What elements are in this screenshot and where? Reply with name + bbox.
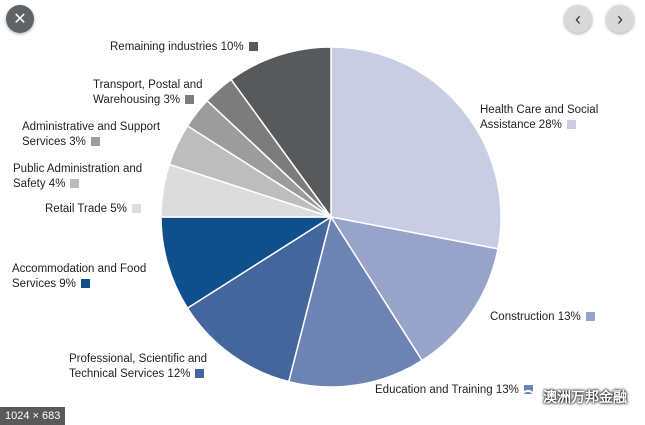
slice-label-5: Retail Trade 5% [45,202,141,217]
slice-label-line: Health Care and Social [480,104,599,116]
image-dimensions-label: 1024 × 683 [0,407,66,425]
legend-swatch [185,95,195,104]
close-button[interactable]: ✕ [6,5,34,33]
slice-label-line: Retail Trade 5% [45,203,127,215]
slice-label-line: Education and Training 13% [375,384,519,396]
legend-swatch [248,42,258,51]
legend-swatch [90,137,100,146]
slice-label-4: Accommodation and Food Services 9% [12,262,146,292]
slice-label-8: Transport, Postal and Warehousing 3% [93,78,203,108]
slice-label-line: Services 9% [12,278,76,290]
pie-slice-2 [287,215,424,388]
slice-label-7: Administrative and Support Services 3% [22,120,160,150]
slice-label-0: Health Care and Social Assistance 28% [480,103,598,133]
slice-label-line: Construction 13% [490,311,581,323]
slice-label-line: Safety 4% [13,178,66,190]
legend-swatch [195,369,205,378]
legend-swatch [585,312,595,321]
slice-label-line: Warehousing 3% [93,94,181,106]
pie-slice-9 [230,46,332,220]
slice-label-1: Construction 13% [490,310,595,325]
pie-slice-3 [186,215,333,383]
slice-label-line: Remaining industries 10% [110,41,244,53]
slice-label-line: Technical Services 12% [69,368,191,380]
next-image-button[interactable]: › [606,5,634,33]
slice-label-line: Accommodation and Food [12,263,147,275]
watermark-text: 澳洲万邦金融 [543,389,627,405]
slice-label-line: Public Administration and [13,163,143,175]
previous-image-button[interactable]: ‹ [564,5,592,33]
legend-swatch [131,204,141,213]
slice-label-line: Services 3% [22,136,86,148]
slice-label-2: Education and Training 13% [375,383,533,398]
legend-swatch [566,120,576,129]
slice-label-6: Public Administration and Safety 4% [13,162,142,192]
slice-label-9: Remaining industries 10% [110,40,258,55]
watermark: 澳洲万邦金融 [521,387,627,407]
legend-swatch [523,385,533,394]
pie-slice-0 [330,46,502,250]
slice-label-3: Professional, Scientific and Technical Se… [69,352,207,382]
legend-swatch [70,179,80,188]
legend-swatch [80,279,90,288]
pie-slice-1 [329,215,499,362]
slice-label-line: Professional, Scientific and [69,353,208,365]
pie-slice-4 [160,216,334,310]
slice-label-line: Administrative and Support [22,121,161,133]
slice-label-line: Assistance 28% [480,119,562,131]
slice-label-line: Transport, Postal and [93,79,203,91]
wechat-icon [521,390,540,405]
